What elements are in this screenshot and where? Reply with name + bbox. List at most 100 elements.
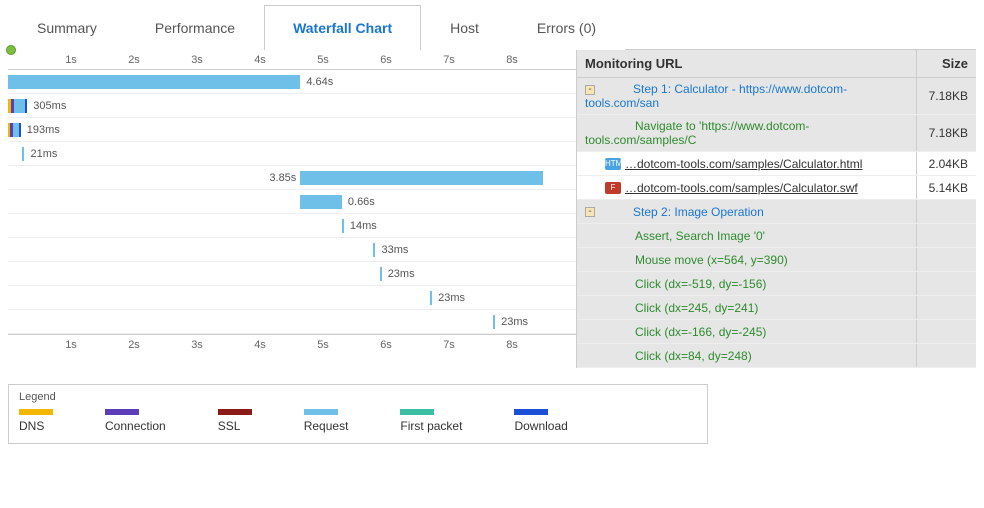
table-row: - Step 2: Image Operation (577, 200, 976, 224)
legend-swatch (105, 409, 139, 415)
html-icon: HTML (605, 158, 621, 170)
legend-item-request: Request (304, 409, 349, 433)
table-row: Click (dx=-166, dy=-245) (577, 320, 976, 344)
table-row: Click (dx=84, dy=248) (577, 344, 976, 368)
axis-tick: 5s (317, 339, 329, 351)
axis-tick: 7s (443, 54, 455, 66)
legend-swatch (218, 409, 252, 415)
bar-label: 21ms (30, 148, 57, 160)
action-text: Click (dx=245, dy=241) (635, 301, 758, 315)
legend-label: First packet (400, 419, 462, 433)
size-cell: 5.14KB (916, 176, 976, 200)
tab-errors-0-[interactable]: Errors (0) (508, 5, 625, 50)
bar-label: 23ms (501, 316, 528, 328)
waterfall-row: 23ms (8, 310, 576, 334)
bar-label: 0.66s (348, 196, 375, 208)
waterfall-row: 33ms (8, 238, 576, 262)
size-cell (916, 320, 976, 344)
legend-title: Legend (19, 391, 697, 403)
size-cell (916, 344, 976, 368)
step-link[interactable]: Step 2: Image Operation (633, 205, 764, 219)
axis-tick: 8s (506, 54, 518, 66)
size-cell: 7.18KB (916, 115, 976, 152)
table-row: Assert, Search Image '0' (577, 224, 976, 248)
axis-bottom: 1s2s3s4s5s6s7s8s (8, 334, 576, 354)
table-row: -Step 1: Calculator - https://www.dotcom… (577, 78, 976, 115)
legend-label: DNS (19, 419, 44, 433)
waterfall-row: 3.85s (8, 166, 576, 190)
axis-tick: 4s (254, 54, 266, 66)
size-cell (916, 200, 976, 224)
bar-label: 3.85s (269, 172, 296, 184)
bar-label: 23ms (438, 292, 465, 304)
legend-item-ssl: SSL (218, 409, 252, 433)
waterfall-row: 23ms (8, 286, 576, 310)
header-size: Size (916, 50, 976, 78)
waterfall-row: 23ms (8, 262, 576, 286)
axis-tick: 4s (254, 339, 266, 351)
segment-download (25, 99, 27, 113)
size-cell (916, 248, 976, 272)
collapse-icon[interactable]: - (585, 207, 595, 217)
size-cell (916, 272, 976, 296)
waterfall-row: 21ms (8, 142, 576, 166)
action-text: Assert, Search Image '0' (635, 229, 765, 243)
legend-item-download: Download (514, 409, 567, 433)
segment-request (8, 75, 300, 89)
collapse-icon[interactable]: - (585, 85, 595, 95)
waterfall-chart: 1s 2s 3s 4s 5s 6s 7s 8s 4.64s 305ms 193ms 21ms 3.85… (8, 50, 576, 368)
legend-swatch (514, 409, 548, 415)
segment-request (380, 267, 382, 281)
tab-waterfall-chart[interactable]: Waterfall Chart (264, 5, 421, 50)
bar-label: 4.64s (306, 76, 333, 88)
table-row: Click (dx=-519, dy=-156) (577, 272, 976, 296)
legend-label: Download (514, 419, 567, 433)
tabs-bar: SummaryPerformanceWaterfall ChartHostErr… (8, 4, 976, 50)
chart-rows: 4.64s 305ms 193ms 21ms 3.85s 0.66s 14ms 33ms 23m… (8, 70, 576, 334)
segment-request (430, 291, 432, 305)
axis-top: 1s2s3s4s5s6s7s8s (8, 50, 576, 70)
legend-swatch (19, 409, 53, 415)
segment-request (300, 195, 342, 209)
start-marker-icon (6, 45, 16, 55)
file-link[interactable]: …dotcom-tools.com/samples/Calculator.htm… (625, 157, 862, 171)
axis-tick: 3s (191, 339, 203, 351)
bar-label: 33ms (381, 244, 408, 256)
tab-summary[interactable]: Summary (8, 5, 126, 50)
axis-tick: 1s (65, 54, 77, 66)
waterfall-row: 193ms (8, 118, 576, 142)
file-link[interactable]: …dotcom-tools.com/samples/Calculator.swf (625, 181, 858, 195)
size-cell: 2.04KB (916, 152, 976, 176)
legend-swatch (304, 409, 338, 415)
bar-label: 193ms (27, 124, 60, 136)
axis-tick: 7s (443, 339, 455, 351)
waterfall-row: 14ms (8, 214, 576, 238)
waterfall-row: 305ms (8, 94, 576, 118)
axis-tick: 6s (380, 54, 392, 66)
action-text: Click (dx=-166, dy=-245) (635, 325, 766, 339)
bar-label: 14ms (350, 220, 377, 232)
bar-label: 23ms (388, 268, 415, 280)
legend-label: Request (304, 419, 349, 433)
segment-request (342, 219, 344, 233)
tab-performance[interactable]: Performance (126, 5, 264, 50)
waterfall-row: 4.64s (8, 70, 576, 94)
axis-tick: 1s (65, 339, 77, 351)
segment-request (493, 315, 495, 329)
legend-label: Connection (105, 419, 166, 433)
segment-request (22, 147, 24, 161)
segment-request (300, 171, 543, 185)
header-url: Monitoring URL (577, 50, 916, 78)
table-row: Navigate to 'https://www.dotcom-tools.co… (577, 115, 976, 152)
axis-tick: 2s (128, 339, 140, 351)
size-cell (916, 224, 976, 248)
waterfall-row: 0.66s (8, 190, 576, 214)
legend-item-first_packet: First packet (400, 409, 462, 433)
action-text: Mouse move (x=564, y=390) (635, 253, 788, 267)
step-link[interactable]: Step 1: Calculator - https://www.dotcom-… (585, 82, 847, 110)
tab-host[interactable]: Host (421, 5, 508, 50)
table-row: HTML …dotcom-tools.com/samples/Calculator… (577, 152, 976, 176)
bar-label: 305ms (33, 100, 66, 112)
action-text: Click (dx=-519, dy=-156) (635, 277, 766, 291)
legend-item-connection: Connection (105, 409, 166, 433)
